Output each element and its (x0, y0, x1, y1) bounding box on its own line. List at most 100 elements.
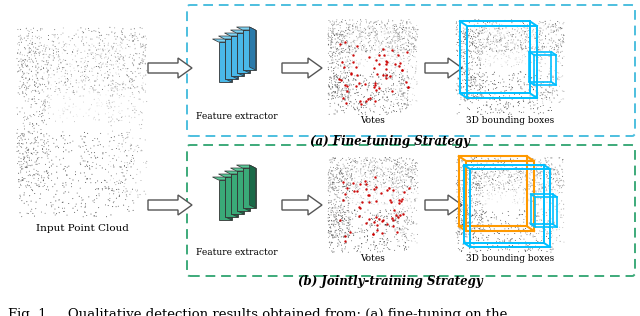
Point (488, 187, 498, 192)
Point (352, 24, 362, 29)
Point (539, 168, 549, 173)
Point (46, 93, 56, 98)
Point (452, 160, 462, 165)
Point (128, 136, 138, 141)
Point (324, 183, 335, 188)
Point (18, 61, 28, 66)
Point (335, 104, 346, 109)
Point (60, 105, 70, 110)
Point (389, 170, 399, 175)
Point (452, 53, 463, 58)
Point (20, 137, 30, 142)
Point (506, 178, 516, 183)
Point (33, 144, 43, 149)
Point (361, 34, 371, 39)
Point (337, 91, 347, 96)
Point (475, 85, 485, 90)
Point (533, 201, 543, 206)
Point (29, 94, 40, 99)
Point (381, 184, 391, 189)
Point (386, 200, 396, 205)
Point (543, 236, 554, 241)
Point (377, 161, 387, 166)
Point (348, 45, 358, 50)
Point (483, 28, 493, 33)
Point (479, 176, 490, 181)
Point (494, 168, 504, 173)
Point (22, 58, 33, 64)
Point (340, 55, 351, 60)
Point (457, 69, 467, 74)
Point (44, 53, 54, 58)
Point (500, 48, 510, 53)
Point (470, 75, 480, 80)
Point (478, 220, 488, 225)
Point (402, 217, 412, 222)
Point (477, 49, 487, 54)
Point (492, 45, 502, 50)
Point (103, 40, 113, 46)
Point (393, 168, 403, 173)
Point (325, 86, 335, 91)
Point (72, 88, 82, 94)
Point (500, 45, 511, 50)
Point (396, 192, 406, 197)
Point (555, 163, 565, 168)
Point (396, 97, 406, 102)
Point (323, 212, 333, 217)
Point (24, 33, 34, 39)
Point (544, 108, 554, 113)
Point (525, 93, 535, 98)
Point (137, 26, 147, 31)
Point (469, 192, 479, 198)
Point (396, 101, 406, 106)
Point (92, 52, 102, 57)
Point (482, 78, 492, 83)
Point (399, 195, 409, 200)
Point (477, 177, 488, 182)
Point (119, 85, 129, 90)
Point (469, 86, 479, 91)
Point (50, 182, 60, 187)
Point (114, 194, 124, 199)
Point (339, 210, 349, 215)
Point (547, 187, 557, 192)
Point (355, 249, 365, 254)
Point (359, 176, 369, 181)
Point (457, 159, 467, 164)
Point (80, 64, 90, 69)
Point (397, 30, 407, 35)
Point (529, 182, 539, 187)
Point (136, 66, 146, 71)
Point (78, 114, 88, 119)
Point (364, 216, 374, 222)
Point (334, 219, 344, 224)
Point (359, 179, 369, 185)
Point (359, 192, 369, 197)
Point (380, 35, 390, 40)
Point (386, 63, 396, 68)
Point (534, 111, 544, 116)
Point (119, 173, 129, 179)
Point (471, 83, 481, 88)
Point (513, 79, 523, 84)
Point (380, 22, 390, 27)
Point (534, 43, 544, 48)
Point (103, 43, 113, 48)
Point (329, 70, 339, 76)
Point (412, 160, 422, 165)
Point (108, 86, 118, 91)
Point (400, 47, 410, 52)
Point (478, 172, 488, 177)
Point (404, 41, 414, 46)
Point (104, 82, 114, 87)
Point (93, 112, 104, 117)
Point (72, 191, 83, 196)
Point (532, 166, 543, 171)
Point (358, 38, 368, 43)
Point (20, 45, 30, 50)
Point (76, 50, 86, 55)
Point (337, 174, 348, 179)
Point (364, 165, 374, 170)
Point (471, 45, 481, 50)
